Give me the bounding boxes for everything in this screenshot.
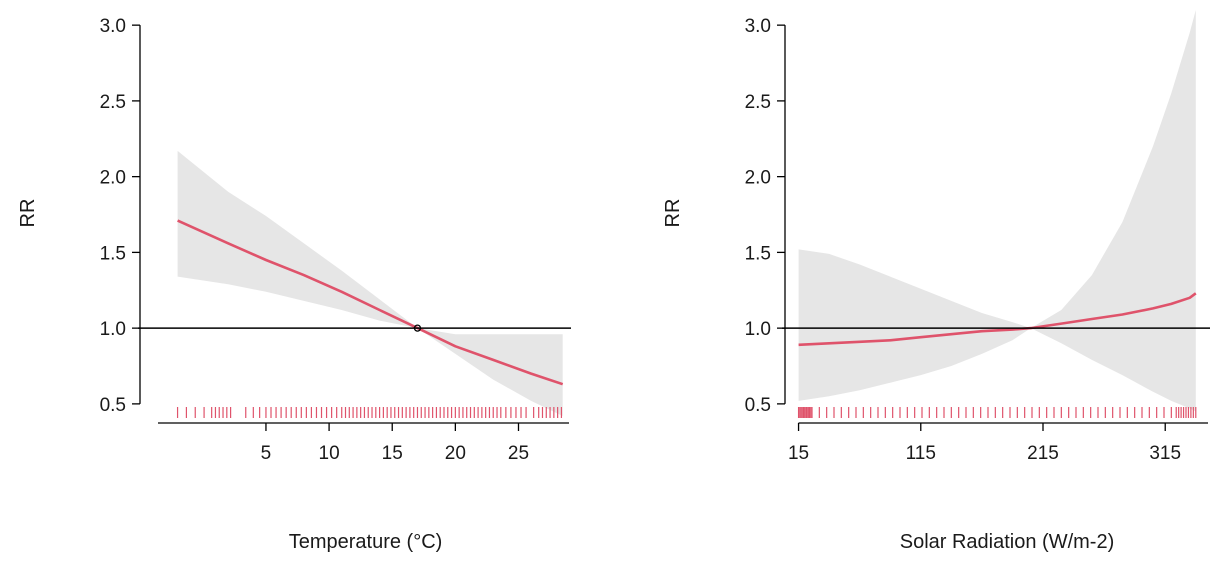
solar-radiation-panel: 0.5 1.0 1.5 2.0 2.5 3.0 15 115 215 315 Solar Radia… — [662, 10, 1210, 553]
x-axis-title: Solar Radiation (W/m-2) — [900, 531, 1115, 553]
y-tick-label: 2.5 — [745, 92, 771, 113]
y-tick-label: 1.0 — [100, 319, 126, 340]
confidence-band — [798, 10, 1196, 412]
temperature-panel: 0.5 1.0 1.5 2.0 2.5 3.0 5 10 15 20 25 Temperature (… — [17, 16, 571, 553]
rug — [797, 407, 1197, 418]
x-tick-label: 115 — [906, 443, 936, 464]
y-tick-label: 1.5 — [745, 243, 771, 264]
x-tick-label: 20 — [445, 443, 466, 464]
y-tick-label: 2.0 — [100, 168, 126, 189]
x-tick-label: 25 — [508, 443, 529, 464]
y-tick-label: 2.0 — [745, 168, 771, 189]
y-tick-label: 1.0 — [745, 319, 771, 340]
x-axis-title: Temperature (°C) — [289, 531, 443, 553]
y-tick-label: 3.0 — [745, 16, 771, 37]
y-tick-label: 3.0 — [100, 16, 126, 37]
x-tick-label: 215 — [1027, 443, 1059, 464]
y-tick-label: 0.5 — [100, 395, 126, 416]
y-tick-label: 0.5 — [745, 395, 771, 416]
rr-curve — [798, 292, 1197, 347]
y-tick-label: 1.5 — [100, 243, 126, 264]
plot-area — [798, 10, 1197, 412]
centering-point — [413, 324, 422, 332]
y-tick-label: 2.5 — [100, 92, 126, 113]
x-tick-label: 15 — [788, 443, 809, 464]
x-tick-label: 315 — [1149, 443, 1181, 464]
plot-area — [177, 150, 564, 416]
x-tick-label: 10 — [319, 443, 340, 464]
confidence-band — [177, 150, 563, 416]
x-tick-label: 15 — [382, 443, 403, 464]
rug — [176, 407, 563, 418]
x-tick-label: 5 — [261, 443, 272, 464]
y-axis-title: RR — [17, 199, 39, 228]
y-axis-title: RR — [662, 199, 684, 228]
rr-curve — [177, 219, 564, 386]
